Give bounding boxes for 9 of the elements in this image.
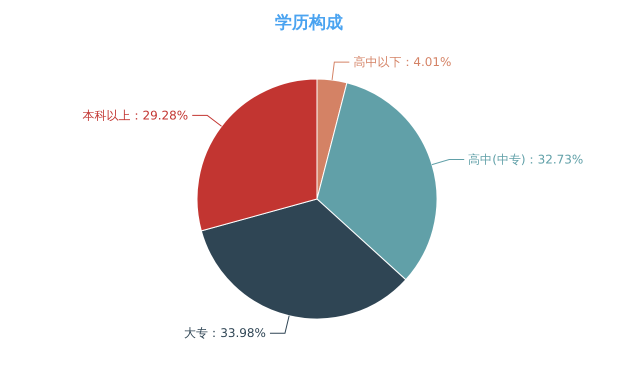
data-label: ：29.28%: [130, 108, 188, 122]
data-label: ：33.98%: [208, 326, 266, 340]
slice-label: 本科以上: [82, 108, 130, 122]
slice-label: 高中(中专): [468, 152, 526, 166]
slice-label: 高中以下: [353, 55, 402, 70]
data-label: ：32.73%: [526, 152, 584, 166]
chart-title: 学历构成: [275, 13, 343, 33]
data-label: ：4.01%: [401, 55, 452, 70]
slice-label: 大专: [184, 326, 208, 340]
